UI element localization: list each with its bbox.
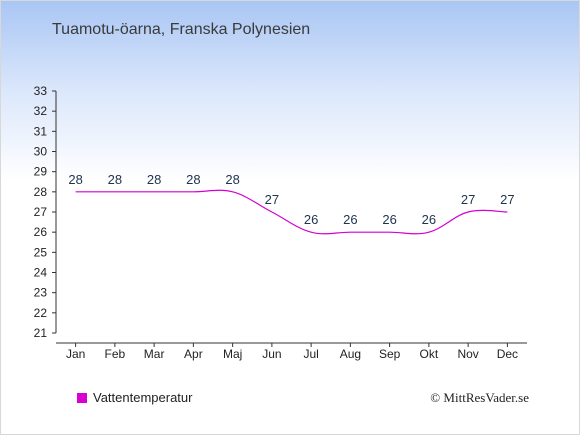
y-tick-label: 23 [34,286,48,300]
data-label: 28 [147,172,161,187]
y-tick-label: 30 [34,145,48,159]
x-tick-label: Jun [262,347,281,361]
x-tick-label: Maj [223,347,242,361]
water-temperature-chart: 21 22 23 24 25 26 27 28 29 30 31 32 33 Jan Feb Mar Apr Ma… [34,84,527,361]
y-tick-label: 24 [34,266,48,280]
data-label: 26 [343,212,357,227]
x-tick-label: Apr [184,347,203,361]
x-tick-label: Nov [457,347,478,361]
y-tick-label: 26 [34,225,48,239]
y-tick-label: 28 [34,185,48,199]
data-label: 28 [186,172,200,187]
y-tick-label: 32 [34,104,48,118]
x-tick-label: Mar [144,347,165,361]
y-tick-label: 29 [34,165,48,179]
series-line [75,189,508,235]
x-tick-label: Aug [340,347,361,361]
y-tick-label: 22 [34,306,48,320]
legend-swatch [77,392,87,403]
data-label: 26 [304,212,318,227]
x-tick-label: Okt [420,347,439,361]
x-tick-label: Feb [105,347,126,361]
legend-label: Vattentemperatur [93,390,193,405]
y-tick-label: 33 [34,84,48,98]
data-label: 27 [500,192,514,207]
x-tick-label: Jan [66,347,85,361]
data-label: 27 [265,192,279,207]
data-label: 26 [382,212,396,227]
site-credit: © MittResVader.se [430,390,529,405]
location-title: Tuamotu-öarna, Franska Polynesien [52,21,311,38]
data-label: 28 [68,172,82,187]
y-tick-label: 27 [34,205,48,219]
y-tick-label: 31 [34,124,48,138]
data-label: 26 [422,212,436,227]
x-tick-label: Dec [497,347,518,361]
data-label: 27 [461,192,475,207]
x-tick-label: Sep [379,347,401,361]
x-tick-label: Jul [303,347,318,361]
data-label: 28 [225,172,239,187]
legend: Vattentemperatur [77,390,192,405]
y-tick-label: 21 [34,326,48,340]
y-tick-label: 25 [34,245,48,259]
data-label: 28 [108,172,122,187]
